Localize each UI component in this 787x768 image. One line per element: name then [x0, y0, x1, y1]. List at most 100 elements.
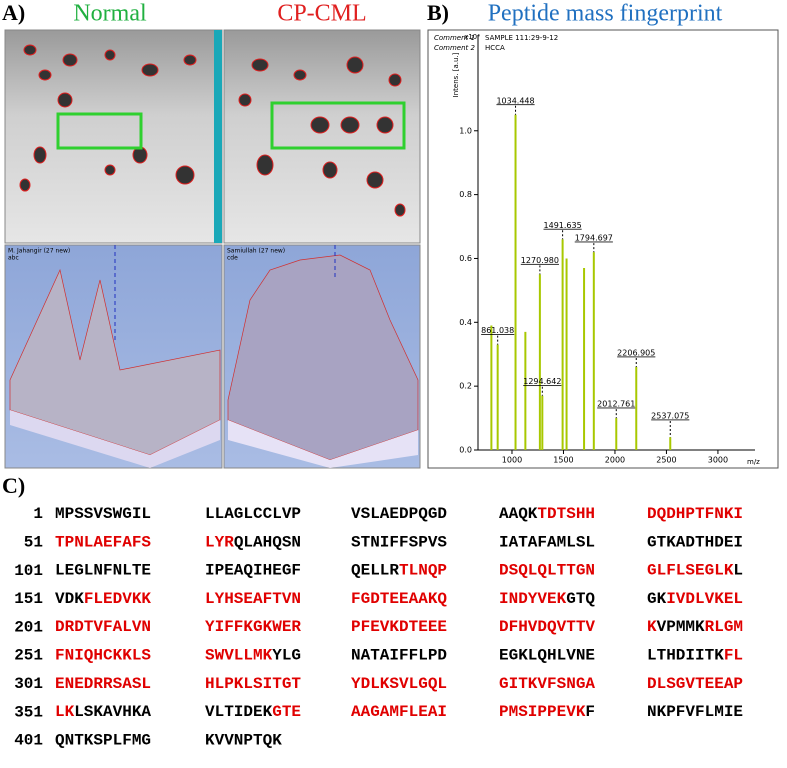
x-tick-label: 3000 — [708, 456, 728, 465]
gel-edge — [214, 30, 222, 243]
sequence-block: DRDTVFALVN — [55, 618, 151, 636]
peak-label: 861.038 — [481, 326, 514, 335]
y-exponent: x10⁴ — [464, 33, 480, 41]
sequence-segment: HLPKLSITGT — [205, 675, 301, 693]
sequence-block: MPSSVSWGIL — [55, 505, 151, 523]
panel-label: A) — [2, 0, 25, 25]
sequence-segment: QELLR — [351, 562, 399, 580]
sequence-block: LLAGLCCLVP — [205, 505, 301, 523]
panel-label: C) — [2, 473, 25, 498]
sequence-block: FNIQHCKKLS — [55, 647, 151, 665]
sequence-segment: LEGLNFNLTE — [55, 562, 151, 580]
residue-number: 301 — [14, 675, 43, 693]
plot-caption: abc — [8, 255, 19, 262]
sequence-segment: PFEVKDTEEE — [351, 618, 447, 636]
residue-number: 401 — [14, 732, 43, 750]
sequence-block: IPEAQIHEGF — [205, 562, 301, 580]
comment-label: Comment 2 — [434, 44, 476, 52]
comment: HCCA — [485, 44, 505, 52]
sequence-block: DFHVDQVTTV — [499, 618, 595, 636]
sequence-segment: LSKAVHKA — [74, 703, 151, 721]
sequence-block: LYRQLAHQSN — [205, 534, 301, 552]
sequence-segment: LTHDIITK — [647, 647, 724, 665]
sequence-block: PFEVKDTEEE — [351, 618, 447, 636]
sequence-segment: TLNQP — [399, 562, 447, 580]
sequence-segment: AAQK — [499, 505, 538, 523]
comment-label: Comment 1 — [434, 34, 475, 42]
sequence-segment: STNIFFSPVS — [351, 534, 447, 552]
peak-label: 2537.075 — [651, 412, 689, 421]
y-axis-label: Intens. [a.u.] — [452, 52, 460, 97]
sequence-block: GITKVFSNGA — [499, 675, 595, 693]
sequence-segment: VSLAEDPQGD — [351, 505, 447, 523]
sequence-segment: FGDTEEAAKQ — [351, 590, 447, 608]
sequence-block: SWVLLMKYLG — [205, 647, 301, 665]
sequence-block: GKIVDLVKEL — [647, 590, 743, 608]
sequence-block: VLTIDEKGTE — [205, 703, 301, 721]
sequence-segment: MPSSVSWGIL — [55, 505, 151, 523]
x-tick-label: 2000 — [605, 456, 625, 465]
sequence-block: INDYVEKGTQ — [499, 590, 595, 608]
sequence-block: KVPMMKRLGM — [647, 618, 743, 636]
sequence-segment: GTQ — [566, 590, 595, 608]
sequence-segment: YIFFKGKWER — [205, 618, 301, 636]
sequence-segment: NATAIFFLPD — [351, 647, 447, 665]
sequence-segment: VDK — [55, 590, 84, 608]
sequence-segment: QLAHQSN — [234, 534, 301, 552]
residue-number: 101 — [14, 562, 43, 580]
peak-label: 2012.761 — [597, 400, 635, 409]
sequence-block: QNTKSPLFMG — [55, 732, 151, 750]
y-tick-label: 0.8 — [459, 190, 472, 199]
peak-label: 1294.642 — [523, 377, 561, 386]
sequence-block: EGKLQHLVNE — [499, 647, 595, 665]
sequence-segment: YDLKSVLGQL — [351, 675, 447, 693]
sequence-segment: IPEAQIHEGF — [205, 562, 301, 580]
sequence-segment: ENEDRRSASL — [55, 675, 151, 693]
x-tick-label: 1000 — [502, 456, 522, 465]
sequence-segment: LLAGLCCLVP — [205, 505, 301, 523]
sequence-block: HLPKLSITGT — [205, 675, 301, 693]
sequence-segment: EGKLQHLVNE — [499, 647, 595, 665]
sequence-segment: F — [585, 703, 595, 721]
sequence-segment: TDTSHH — [537, 505, 595, 523]
panel-title: Peptide mass fingerprint — [488, 1, 723, 27]
sequence-segment: K — [647, 618, 657, 636]
residue-number: 351 — [14, 703, 43, 721]
sequence-block: LTHDIITKFL — [647, 647, 743, 665]
sequence-segment: FL — [724, 647, 743, 665]
sequence-segment: PMSIPPEVK — [499, 703, 586, 721]
highlight-box — [270, 101, 406, 150]
sequence-segment: SWVLLMK — [205, 647, 273, 665]
sequence-block: NATAIFFLPD — [351, 647, 447, 665]
sequence-block: ENEDRRSASL — [55, 675, 151, 693]
peak-label: 1270.980 — [521, 256, 559, 265]
residue-number: 201 — [14, 618, 43, 636]
comment: SAMPLE 111:29-9-12 — [485, 34, 558, 42]
sequence-block: VSLAEDPQGD — [351, 505, 447, 523]
sequence-block: LYHSEAFTVN — [205, 590, 301, 608]
peak-label: 1491.635 — [544, 221, 582, 230]
sequence-segment: DLSGVTEEAP — [647, 675, 743, 693]
y-tick-label: 0.6 — [459, 254, 472, 263]
sequence-segment: GTE — [272, 703, 301, 721]
sequence-block: KVVNPTQK — [205, 732, 282, 750]
sequence-segment: DSQLQLTTGN — [499, 562, 595, 580]
plot-caption: cde — [227, 255, 238, 262]
sequence-segment: KVVNPTQK — [205, 732, 282, 750]
plot-caption: M. Jahangir (27 new) — [8, 248, 70, 255]
peak-label: 1794.697 — [575, 234, 613, 243]
sequence-segment: LYHSEAFTVN — [205, 590, 301, 608]
sequence-block: FGDTEEAAKQ — [351, 590, 447, 608]
y-tick-label: 0.4 — [459, 318, 472, 327]
residue-number: 51 — [24, 534, 43, 552]
sequence-segment: DFHVDQVTTV — [499, 618, 595, 636]
sequence-segment: DQDHPTFNKI — [647, 505, 743, 523]
sequence-segment: L — [733, 562, 743, 580]
peak-label: 1034.448 — [496, 96, 534, 105]
plot-caption: Samiullah (27 new) — [227, 248, 285, 255]
x-tick-label: 1500 — [553, 456, 573, 465]
sequence-segment: NKPFVFLMIE — [647, 703, 743, 721]
sequence-block: PMSIPPEVKF — [499, 703, 595, 721]
highlight-box — [56, 112, 143, 150]
